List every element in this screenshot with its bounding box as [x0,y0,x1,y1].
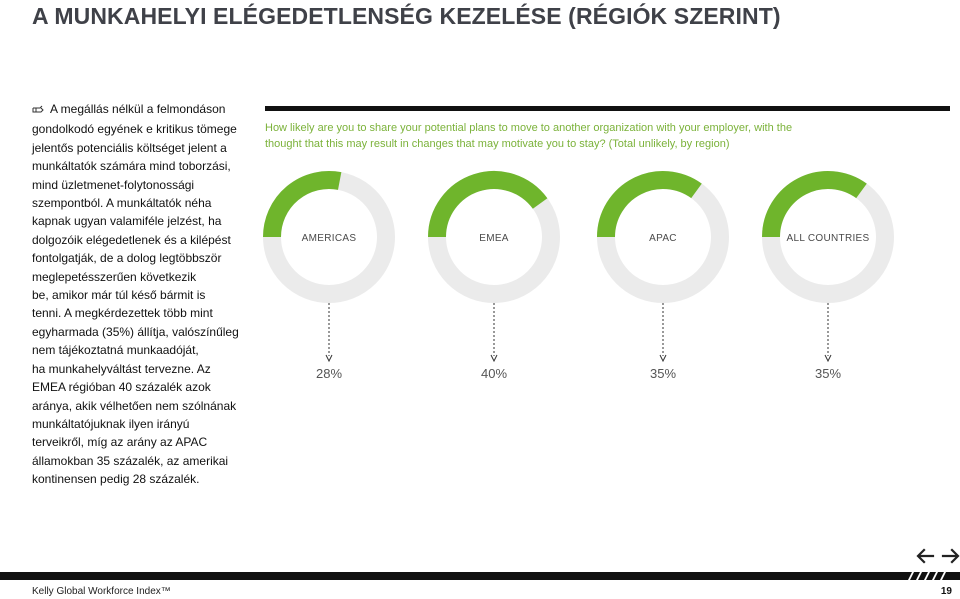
donut-category-label: EMEA [479,233,509,244]
intro-line-text: szempontból. A munkáltatók néha [32,196,212,211]
donut-value-arc [597,171,702,238]
intro-line-text: mind üzletmenet-folytonossági [32,177,195,192]
prev-page-button[interactable] [915,547,935,565]
intro-line-text: tenni. A megkérdezettek több mint [32,306,213,321]
next-page-button[interactable] [941,547,960,565]
intro-line-text: EMEA régióban 40 százalék azok [32,380,211,395]
intro-line: államokban 35 százalék, az amerikai [32,452,232,470]
intro-line: A megállás nélkül a felmondáson [32,100,232,120]
intro-line-text: kapnak ugyan valamiféle jelzést, ha [32,214,222,229]
intro-line-text: fontolgatják, de a dolog legtöbbször [32,251,222,266]
arrow-right-icon [941,548,960,564]
donut-emea: EMEA 40% [428,171,560,381]
intro-line-text: egyharmada (35%) állítja, valószínűleg [32,324,239,339]
intro-line: munkáltatójuknak ilyen irányú [32,415,232,433]
intro-line: kapnak ugyan valamiféle jelzést, ha [32,212,232,230]
intro-line: szempontból. A munkáltatók néha [32,194,232,212]
intro-line: dolgozóik elégedetlenek és a kilépést [32,231,232,249]
intro-line: meglepetésszerűen következik [32,268,232,286]
intro-line-text: meglepetésszerűen következik [32,269,197,284]
donut-value-arc [428,171,548,238]
intro-line: be, amikor már túl késő bármit is [32,286,232,304]
intro-line-text: dolgozóik elégedetlenek és a kilépést [32,232,231,247]
donut-all-countries: ALL COUNTRIES 35% [762,171,894,381]
chart-top-rule [265,106,950,111]
donut-apac: APAC 35% [597,171,729,381]
arrow-left-icon [916,548,935,564]
intro-line: gondolkodó egyének e kritikus tömege [32,120,237,138]
intro-line: aránya, akik vélhetően nem szólnának [32,397,236,415]
intro-line: egyharmada (35%) állítja, valószínűleg [32,323,239,341]
intro-line: kontinensen pedig 28 százalék. [32,470,232,488]
footer-hatch-decoration [905,572,960,580]
intro-line: ha munkahelyváltást tervezne. Az [32,360,232,378]
intro-line-text: terveikről, míg az arány az APAC [32,435,208,450]
intro-line: jelentős potenciális költséget jelent a [32,139,232,157]
intro-line-text: munkáltatójuknak ilyen irányú [32,416,190,431]
intro-line: tenni. A megkérdezettek több mint [32,304,232,322]
donut-value-label: 28% [316,366,342,381]
intro-line-text: A megállás nélkül a felmondáson [50,102,226,116]
intro-line-text: kontinensen pedig 28 százalék. [32,472,200,487]
donut-value-label: 35% [650,366,676,381]
intro-line-text: nem tájékoztatná munkaadóját, [32,343,199,358]
pointer-arrowhead [659,354,667,363]
donut-americas: AMERICAS 28% [263,171,395,381]
footer-publication: Kelly Global Workforce Index™ [32,586,171,597]
intro-line: fontolgatják, de a dolog legtöbbször [32,249,232,267]
page-number: 19 [940,586,952,597]
intro-line-text: aránya, akik vélhetően nem szólnának [32,398,237,413]
footer-bar [0,572,960,580]
intro-paragraph: A megállás nélkül a felmondáson gondolkod… [32,100,239,489]
pointer-arrowhead [490,354,498,363]
intro-line-text: jelentős potenciális költséget jelent a [32,140,227,155]
intro-line-text: munkáltatók számára mind toborzási, [32,159,231,174]
intro-line-text: be, amikor már túl késő bármit is [32,288,206,303]
intro-line-text: államokban 35 százalék, az amerikai [32,453,229,468]
intro-line: terveikről, míg az arány az APAC [32,433,232,451]
intro-line: nem tájékoztatná munkaadóját, [32,341,232,359]
intro-line: munkáltatók számára mind toborzási, [32,157,232,175]
intro-line-text: gondolkodó egyének e kritikus tömege [32,122,237,137]
donut-category-label: AMERICAS [302,233,357,244]
donut-value-arc [263,171,342,238]
chart-question-line: How likely are you to share your potenti… [265,122,793,134]
chart-question: How likely are you to share your potenti… [265,120,865,152]
donut-category-label: ALL COUNTRIES [787,233,870,244]
intro-line: EMEA régióban 40 százalék azok [32,378,232,396]
donut-value-label: 35% [815,366,841,381]
intro-line: mind üzletmenet-folytonossági [32,176,232,194]
donut-charts: AMERICAS 28% EMEA 40% APAC 35% ALL COUNTRIES 35… [263,171,894,381]
pointer-arrowhead [824,354,832,363]
intro-line-text: ha munkahelyváltást tervezne. Az [32,361,211,376]
donut-value-arc [762,171,867,238]
page-title: A MUNKAHELYI ELÉGEDETLENSÉG KEZELÉSE (RÉ… [32,3,781,29]
pointer-arrowhead [325,354,333,363]
donut-value-label: 40% [481,366,507,381]
donut-category-label: APAC [649,233,677,244]
pointing-hand-icon [32,102,50,120]
chart-question-line: thought that this may result in changes … [265,138,730,150]
